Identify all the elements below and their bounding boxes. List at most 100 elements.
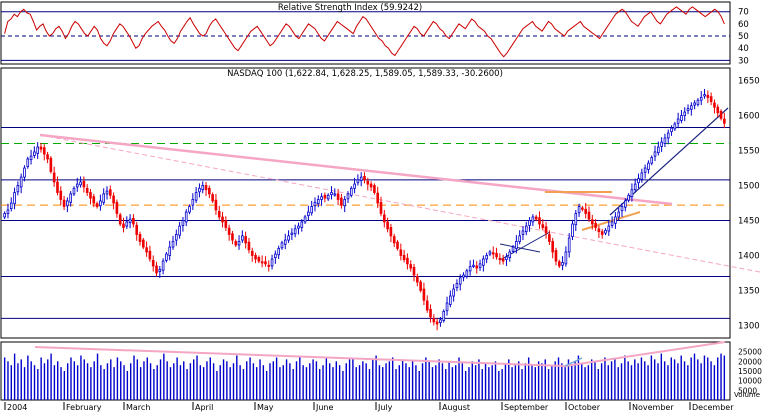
volume-bar bbox=[139, 367, 142, 400]
price-bar bbox=[204, 185, 208, 191]
volume-bar bbox=[345, 363, 347, 400]
price-frame bbox=[0, 67, 731, 339]
price-bar bbox=[138, 234, 142, 242]
price-bar bbox=[521, 230, 525, 235]
price-bar bbox=[647, 162, 650, 170]
volume-bar bbox=[607, 365, 609, 400]
price-bar bbox=[353, 183, 356, 189]
volume-bar bbox=[518, 361, 520, 400]
price-bar bbox=[52, 172, 56, 183]
price-bar bbox=[650, 157, 654, 164]
volume-bar bbox=[80, 355, 82, 400]
volume-bar bbox=[20, 359, 22, 400]
price-bar bbox=[574, 213, 578, 226]
price-bar bbox=[610, 221, 614, 226]
pink-dashed-trendline bbox=[39, 134, 761, 273]
month-axis: 2004 February March April May June July August S… bbox=[4, 402, 734, 412]
volume-bar bbox=[524, 363, 527, 400]
price-bar bbox=[105, 190, 109, 195]
volume-bar bbox=[123, 365, 125, 400]
volume-bar bbox=[30, 361, 32, 400]
rsi-level-lines bbox=[1, 11, 730, 61]
price-bar bbox=[135, 224, 139, 235]
price-bar bbox=[399, 249, 403, 256]
price-bar bbox=[663, 137, 667, 144]
volume-bar bbox=[17, 363, 19, 400]
volume-bar bbox=[179, 365, 182, 400]
price-bar bbox=[660, 141, 663, 147]
volume-bar bbox=[368, 369, 371, 400]
price-bar bbox=[221, 216, 224, 223]
rsi-tick-label: 40 bbox=[738, 44, 749, 54]
price-bar bbox=[587, 211, 591, 220]
volume-bar bbox=[561, 363, 563, 400]
price-bar bbox=[303, 216, 307, 223]
price-bar bbox=[455, 283, 459, 289]
price-bar bbox=[392, 236, 396, 244]
volume-bar bbox=[236, 355, 238, 400]
price-tick-label: 1650 bbox=[738, 77, 760, 87]
volume-bar bbox=[10, 365, 12, 400]
month-label: May bbox=[257, 403, 274, 412]
price-bar bbox=[151, 259, 155, 267]
volume-bar bbox=[557, 357, 560, 400]
price-bar bbox=[482, 258, 485, 266]
volume-bar bbox=[143, 361, 145, 400]
price-bar bbox=[653, 151, 657, 157]
price-bar bbox=[709, 96, 713, 102]
price-bar bbox=[92, 196, 96, 204]
price-bar bbox=[528, 220, 531, 226]
month-label: April bbox=[195, 403, 213, 412]
price-bar bbox=[594, 222, 597, 228]
volume-bar bbox=[614, 359, 616, 400]
price-bar bbox=[178, 225, 181, 236]
volume-bar bbox=[269, 363, 271, 400]
price-bar bbox=[125, 221, 129, 227]
price-bar bbox=[666, 132, 670, 139]
month-label: September bbox=[504, 403, 549, 412]
price-bar bbox=[620, 206, 624, 212]
price-bar bbox=[201, 185, 205, 191]
volume-bar bbox=[299, 355, 301, 400]
volume-bar bbox=[594, 361, 596, 400]
price-bar bbox=[290, 232, 294, 235]
price-bar bbox=[716, 106, 720, 114]
volume-bar bbox=[57, 361, 59, 400]
price-tick-label: 1600 bbox=[738, 112, 760, 122]
price-bar bbox=[247, 241, 251, 251]
volume-bar bbox=[232, 363, 235, 400]
price-bar bbox=[548, 234, 551, 242]
price-bar bbox=[670, 127, 673, 133]
volume-bar bbox=[637, 363, 639, 400]
volume-bar bbox=[687, 365, 689, 400]
volume-bar bbox=[458, 357, 460, 400]
price-bar bbox=[42, 147, 46, 155]
volume-bar bbox=[640, 357, 643, 400]
price-bar bbox=[158, 269, 162, 272]
volume-bar bbox=[169, 367, 172, 400]
price-bar bbox=[343, 199, 346, 207]
volume-bar bbox=[653, 359, 656, 400]
volume-bar bbox=[86, 363, 89, 400]
price-bar bbox=[102, 193, 105, 203]
volume-bar bbox=[256, 367, 258, 400]
volume-bar bbox=[644, 361, 646, 400]
volume-bar bbox=[491, 365, 493, 400]
price-bar bbox=[719, 110, 723, 119]
volume-bar bbox=[252, 363, 255, 400]
volume-bars bbox=[3, 353, 726, 400]
volume-bar bbox=[634, 359, 636, 400]
volume-bar bbox=[136, 359, 139, 400]
price-bars bbox=[3, 88, 726, 331]
price-bar bbox=[148, 250, 152, 260]
price-bar bbox=[95, 203, 99, 207]
price-bar bbox=[115, 201, 119, 214]
volume-bar bbox=[554, 361, 556, 400]
volume-bar bbox=[199, 365, 202, 400]
price-tick-label: 1400 bbox=[738, 252, 760, 262]
volume-bar bbox=[401, 359, 404, 400]
price-bar bbox=[518, 235, 521, 242]
price-bar bbox=[359, 176, 363, 182]
